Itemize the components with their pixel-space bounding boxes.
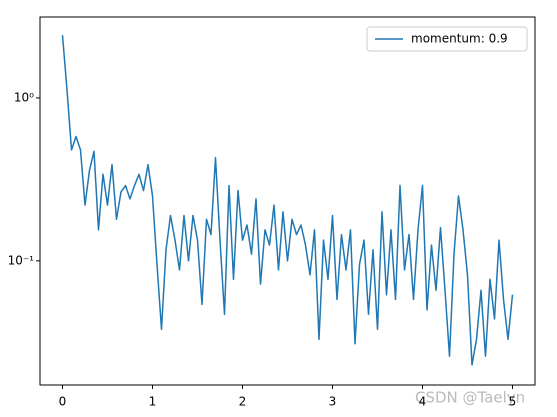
y-tick-label: 10⁰ [14, 90, 34, 104]
x-tick-label: 0 [59, 395, 67, 409]
x-tick-label: 3 [329, 395, 337, 409]
y-tick-label: 10⁻¹ [8, 253, 35, 267]
x-tick-label: 2 [239, 395, 247, 409]
data-line [61, 35, 514, 366]
legend-box [366, 26, 528, 52]
x-tick-label: 1 [149, 395, 157, 409]
axes-frame [39, 16, 536, 386]
x-tick-label: 4 [419, 395, 427, 409]
x-tick-label: 5 [509, 395, 517, 409]
plot-area [61, 35, 514, 366]
watermark: CSDN @Taelyn [415, 389, 525, 407]
legend-label: momentum: 0.9 [411, 32, 508, 46]
